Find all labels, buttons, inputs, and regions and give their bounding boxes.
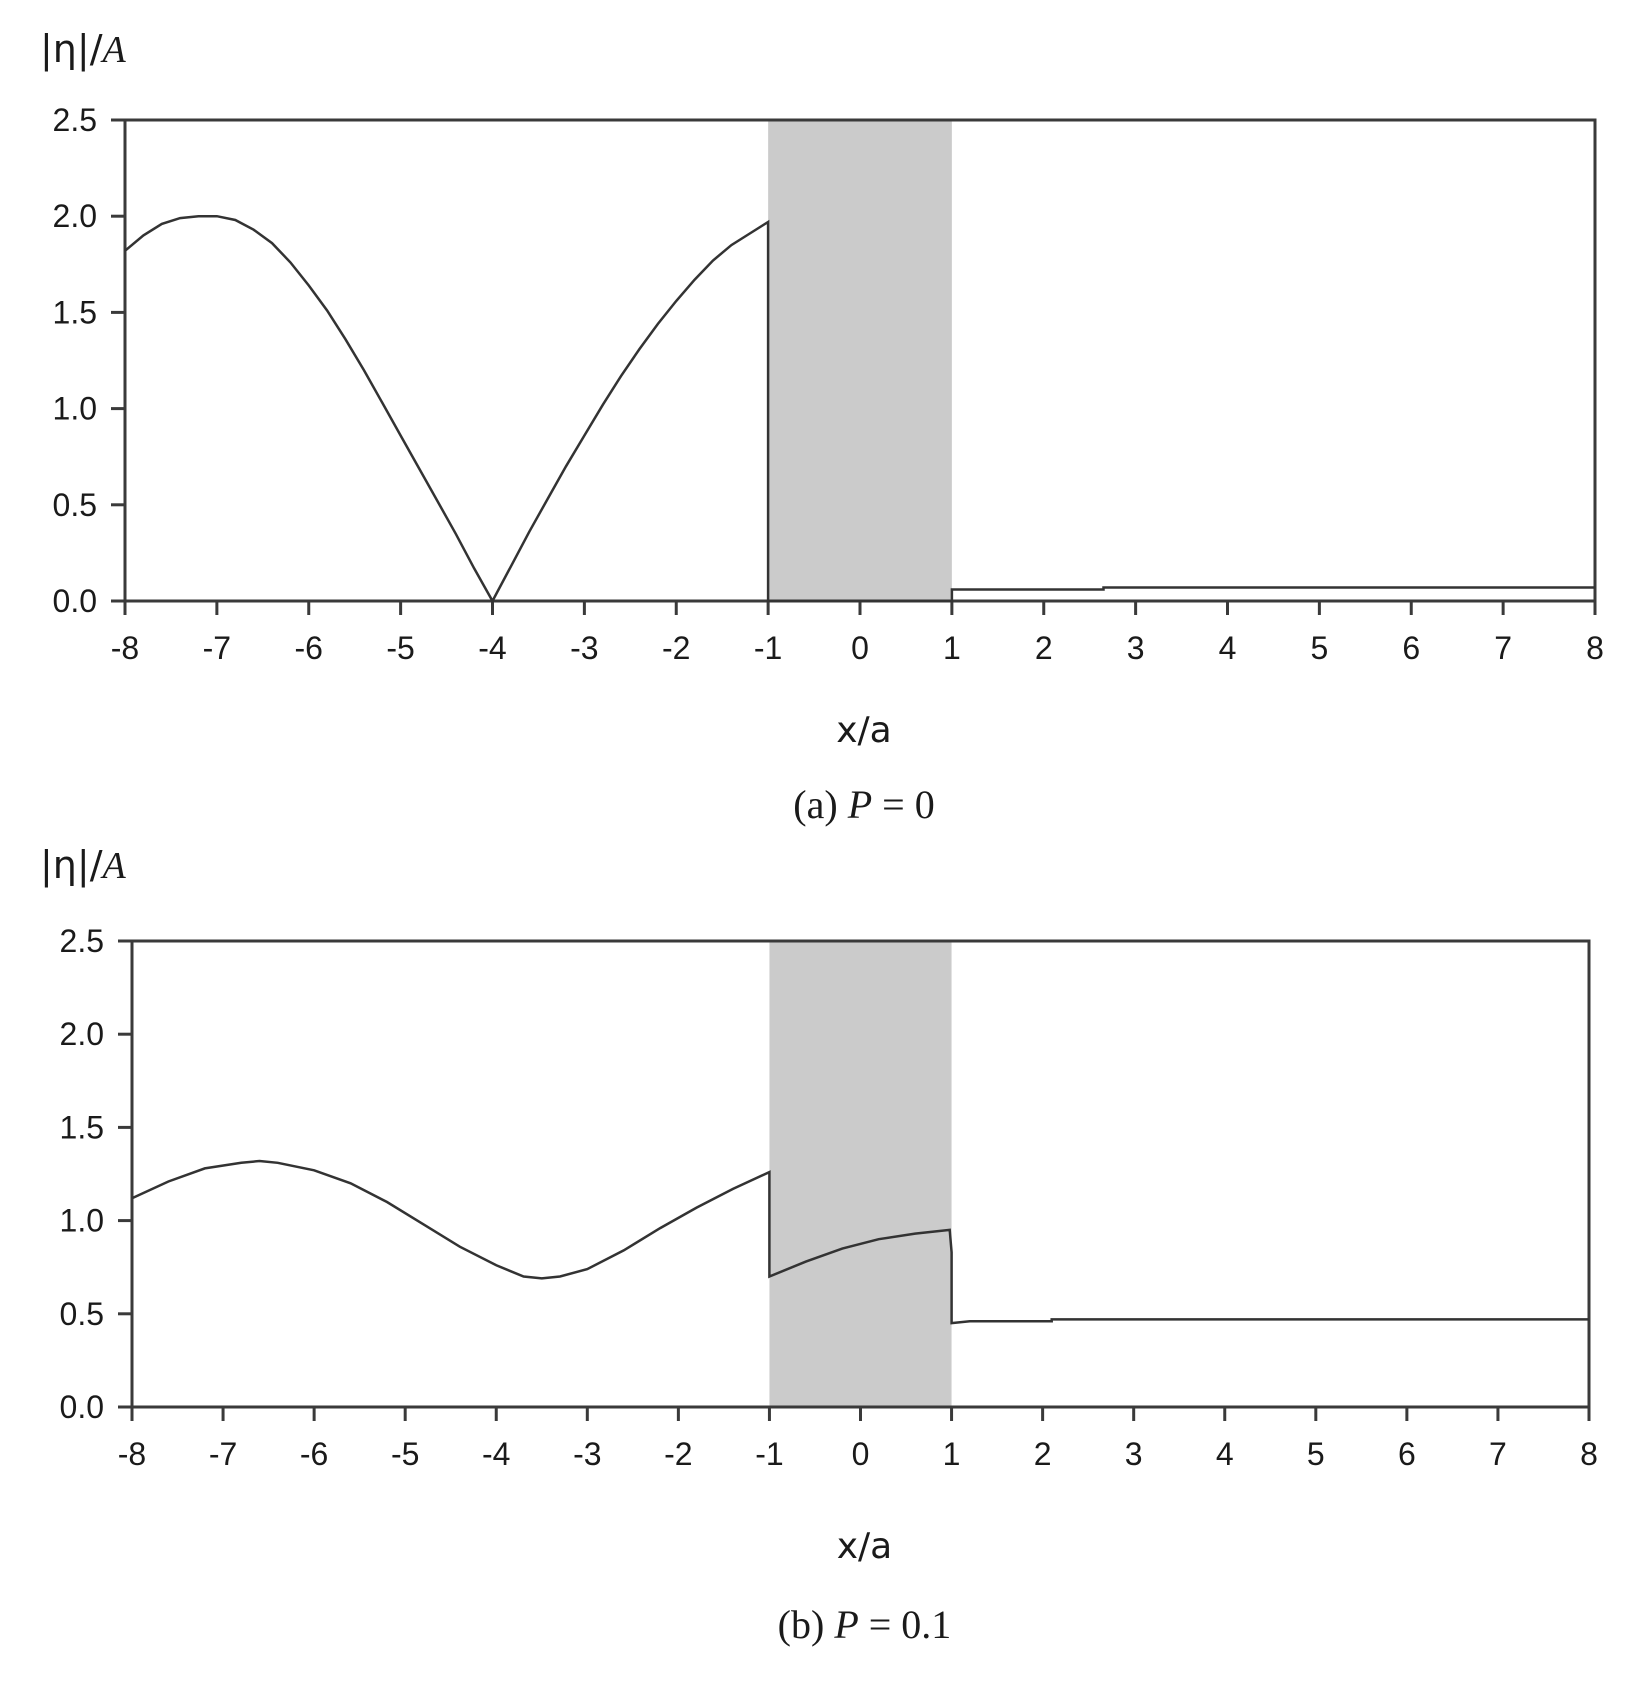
x-tick-label: -2 [662, 630, 690, 666]
shaded-region [769, 941, 952, 1407]
x-tick-label: 7 [1494, 630, 1512, 666]
x-tick-label: 3 [1125, 1436, 1143, 1472]
x-tick-label: 0 [852, 1436, 870, 1472]
x-tick-label: -4 [478, 630, 506, 666]
x-tick-label: -2 [664, 1436, 692, 1472]
y-tick-label: 1.5 [53, 294, 97, 330]
x-tick-label: -5 [386, 630, 414, 666]
data-line [131, 1159, 1589, 1325]
x-tick-label: 6 [1398, 1436, 1416, 1472]
y-tick-label: 0.0 [60, 1389, 104, 1425]
y-tick-label: 0.5 [53, 487, 97, 523]
x-tick-label: -5 [391, 1436, 419, 1472]
x-tick-label: -7 [209, 1436, 237, 1472]
y-tick-label: 1.5 [60, 1109, 104, 1145]
x-tick-label: -8 [118, 1436, 146, 1472]
y-tick-label: 2.5 [53, 102, 97, 138]
y-tick-label: 0.0 [53, 583, 97, 619]
y-tick-label: 1.0 [60, 1203, 104, 1239]
x-tick-label: 7 [1489, 1436, 1507, 1472]
x-tick-label: 4 [1216, 1436, 1234, 1472]
y-tick-label: 2.5 [60, 923, 104, 959]
shaded-region [768, 120, 952, 601]
y-axis-title: |η|/A [40, 843, 127, 888]
panel-a-chart: 0.0 0.5 1.0 1.5 2.0 2.5 -8 -7 -6 -5 -4 -3 -2 -1 0 1 2 3 4 5… [40, 27, 1604, 827]
x-tick-label: 1 [943, 630, 961, 666]
x-tick-label: 6 [1402, 630, 1420, 666]
x-tick-label: -7 [203, 630, 231, 666]
y-tick-label: 2.0 [53, 198, 97, 234]
x-tick-label: -3 [570, 630, 598, 666]
x-tick-label: -6 [300, 1436, 328, 1472]
x-tick-label: -4 [482, 1436, 510, 1472]
x-tick-label: 2 [1034, 1436, 1052, 1472]
x-tick-label: 8 [1580, 1436, 1598, 1472]
x-tick-label: 5 [1307, 1436, 1325, 1472]
data-line [124, 214, 1595, 604]
x-tick-label: -3 [573, 1436, 601, 1472]
x-axis-title: x/a [836, 710, 892, 751]
x-tick-label: 1 [943, 1436, 961, 1472]
x-tick-label: 0 [851, 630, 869, 666]
x-tick-label: 8 [1586, 630, 1604, 666]
x-tick-label: -6 [295, 630, 323, 666]
panel-caption: (b) P = 0.1 [778, 1602, 952, 1647]
y-tick-label: 0.5 [60, 1296, 104, 1332]
y-tick-label: 2.0 [60, 1016, 104, 1052]
y-axis-title: |η|/A [40, 27, 127, 72]
panel-caption: (a) P = 0 [793, 782, 934, 827]
x-tick-label: 4 [1219, 630, 1237, 666]
panel-b-chart: 0.0 0.5 1.0 1.5 2.0 2.5 -8 -7 -6 -5 -4 -3 -2 -1 0 1 2 3 4 5… [40, 843, 1598, 1647]
x-tick-label: 5 [1310, 630, 1328, 666]
x-tick-label: -1 [754, 630, 782, 666]
x-tick-label: 3 [1127, 630, 1145, 666]
x-axis-title: x/a [837, 1526, 893, 1567]
y-tick-label: 1.0 [53, 391, 97, 427]
x-tick-label: -1 [755, 1436, 783, 1472]
x-tick-label: 2 [1035, 630, 1053, 666]
x-tick-label: -8 [111, 630, 139, 666]
